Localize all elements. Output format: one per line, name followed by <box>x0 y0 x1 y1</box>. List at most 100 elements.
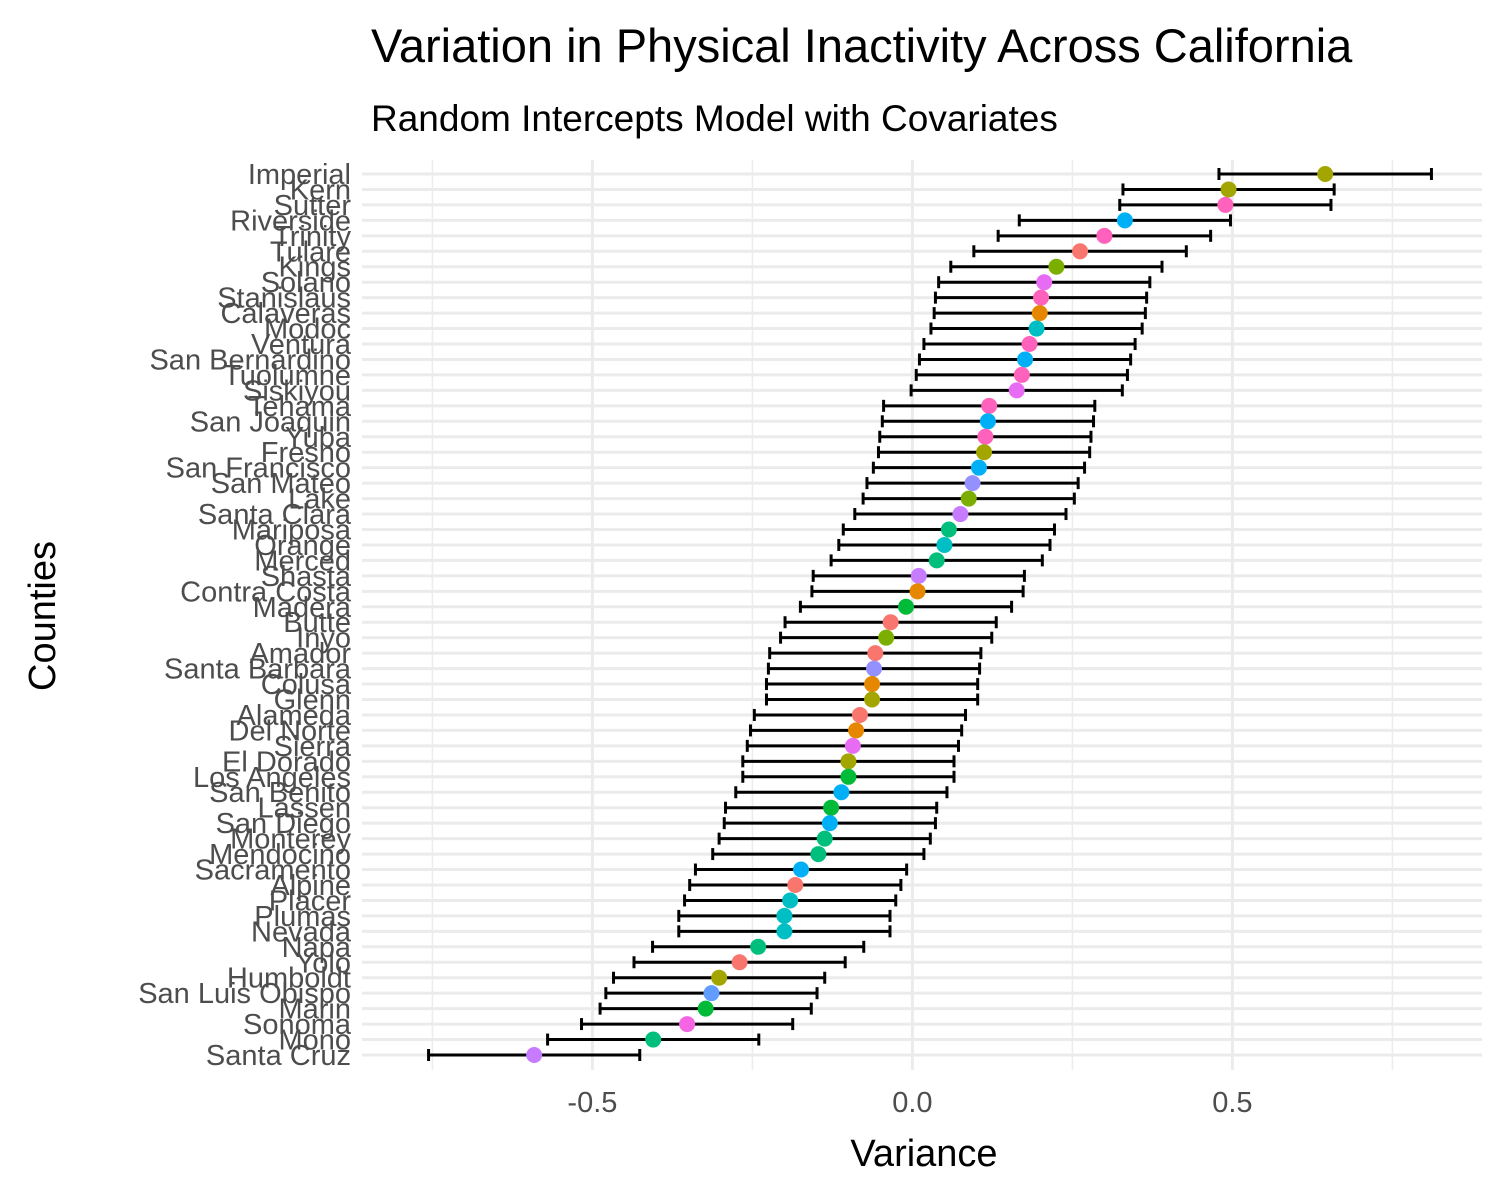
data-point <box>1013 366 1030 383</box>
data-point <box>1096 227 1113 244</box>
y-tick-label: Nevada <box>251 916 352 948</box>
data-point <box>776 907 793 924</box>
data-point <box>928 552 945 569</box>
y-tick-label: San Luis Obispo <box>138 978 351 1010</box>
data-point <box>909 583 926 600</box>
data-point <box>526 1047 543 1063</box>
y-tick-label: Inyo <box>296 623 351 655</box>
y-axis-title: Counties <box>22 541 64 691</box>
data-point <box>816 830 833 847</box>
data-point <box>793 861 810 878</box>
y-tick-label: Stanislaus <box>217 283 351 315</box>
data-point <box>979 413 996 430</box>
data-point <box>910 567 927 584</box>
plot-area: -0.5 0.0 0.5 ImperialKernSutterRiversideTri… <box>138 159 1482 1119</box>
y-tick-label: Modoc <box>264 314 351 346</box>
y-tick-label: Lassen <box>257 793 351 825</box>
data-point <box>981 397 998 414</box>
y-tick-label: Ventura <box>251 329 352 361</box>
y-tick-label: San Mateo <box>211 468 351 500</box>
y-tick-label: Riverside <box>230 205 351 237</box>
data-point <box>970 459 987 476</box>
y-tick-label: Solano <box>261 267 351 299</box>
y-tick-label: Sonoma <box>243 1009 352 1041</box>
y-tick-label: Monterey <box>230 824 351 856</box>
y-tick-label: San Bernardino <box>149 344 351 376</box>
x-tick-label: -0.5 <box>567 1087 617 1119</box>
y-tick-label: Shasta <box>261 561 352 593</box>
chart-title: Variation in Physical Inactivity Across … <box>371 19 1353 72</box>
y-tick-label: Santa Cruz <box>206 1040 351 1072</box>
data-point <box>750 938 767 955</box>
y-tick-label: Humboldt <box>227 963 351 995</box>
y-tick-label: Plumas <box>254 901 351 933</box>
x-tick-label: 0.5 <box>1212 1087 1252 1119</box>
data-point <box>645 1031 662 1048</box>
data-point <box>960 490 977 507</box>
data-point <box>1220 181 1237 198</box>
y-tick-label: Amador <box>249 638 351 670</box>
y-tick-label: Colusa <box>261 669 352 701</box>
data-point <box>952 506 969 523</box>
data-point <box>782 892 799 909</box>
data-point <box>936 536 953 553</box>
y-tick-label: Santa Clara <box>198 499 352 531</box>
y-tick-label: Sutter <box>274 190 352 222</box>
y-tick-label: Kings <box>278 252 351 284</box>
y-tick-label: Tulare <box>270 236 351 268</box>
data-point <box>844 737 861 754</box>
y-tick-label: Glenn <box>274 685 351 717</box>
data-point <box>977 428 994 445</box>
y-tick-label: San Joaquin <box>190 406 351 438</box>
data-point <box>776 923 793 940</box>
data-point <box>1008 382 1025 399</box>
data-point <box>833 784 850 801</box>
data-point <box>1048 258 1065 275</box>
y-tick-label: Mendocino <box>209 839 351 871</box>
y-tick-label: Siskiyou <box>243 375 351 407</box>
y-tick-label: Napa <box>282 932 352 964</box>
y-tick-label: San Diego <box>216 808 351 840</box>
y-tick-label: Sierra <box>274 731 352 763</box>
y-tick-label: Butte <box>283 607 351 639</box>
data-point <box>964 475 981 492</box>
data-point <box>851 706 868 723</box>
data-point <box>679 1016 696 1033</box>
data-point <box>940 521 957 538</box>
data-point <box>1017 351 1034 368</box>
data-point <box>840 753 857 770</box>
y-tick-label: San Francisco <box>166 453 351 485</box>
data-point <box>1036 274 1053 291</box>
data-point <box>864 691 881 708</box>
y-tick-label: Santa Barbara <box>164 654 352 686</box>
y-tick-label: Alpine <box>270 870 351 902</box>
y-tick-label: Mariposa <box>232 514 352 546</box>
data-point <box>1072 243 1089 260</box>
data-point <box>882 614 899 631</box>
data-point <box>898 598 914 615</box>
data-point <box>731 954 748 971</box>
y-tick-label: Del Norte <box>229 715 352 747</box>
y-tick-label: Tuolumne <box>223 360 351 392</box>
data-point <box>1217 196 1234 213</box>
y-tick-label: El Dorado <box>222 746 351 778</box>
y-tick-label: Fresno <box>261 437 351 469</box>
data-point <box>1317 166 1334 182</box>
data-point <box>866 660 882 677</box>
y-tick-label: Trinity <box>273 221 351 253</box>
data-point <box>703 985 720 1002</box>
y-tick-label: Los Angeles <box>193 762 351 794</box>
data-point <box>711 969 728 986</box>
data-point <box>810 846 827 863</box>
y-tick-label: Lake <box>288 484 351 516</box>
data-point <box>878 629 895 646</box>
x-axis-title: Variance <box>850 1133 997 1175</box>
y-tick-label: San Benito <box>209 777 351 809</box>
y-tick-label: Yolo <box>296 947 351 979</box>
data-point <box>1033 289 1050 306</box>
data-point <box>976 444 993 461</box>
y-tick-label: Marin <box>278 994 351 1026</box>
y-tick-label: Contra Costa <box>180 576 352 608</box>
y-tick-label: Yuba <box>285 422 352 454</box>
